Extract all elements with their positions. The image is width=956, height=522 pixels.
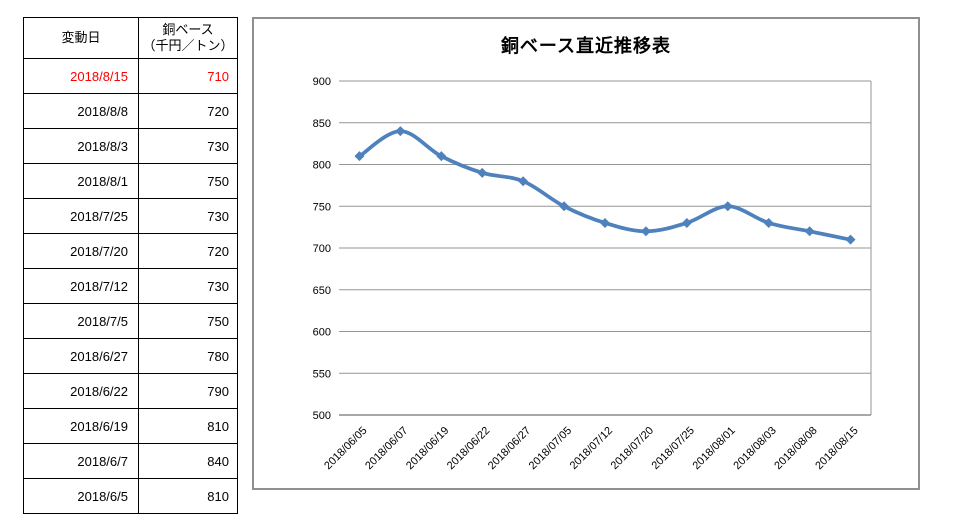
y-tick-label: 500 (313, 410, 331, 422)
x-tick-label: 2018/06/22 (445, 425, 492, 472)
data-point-marker[interactable] (640, 226, 651, 237)
header-cell-value[interactable]: 銅ベース （千円／トン） (138, 17, 238, 59)
x-tick-label: 2018/08/08 (772, 425, 819, 472)
table-row: 2018/6/27 780 (23, 338, 238, 374)
x-tick-label: 2018/06/19 (404, 425, 451, 472)
value-cell[interactable]: 750 (138, 163, 238, 199)
date-cell[interactable]: 2018/7/5 (23, 303, 139, 339)
x-tick-label: 2018/08/03 (731, 425, 778, 472)
table-row: 2018/6/22 790 (23, 373, 238, 409)
table-row: 2018/6/19 810 (23, 408, 238, 444)
date-cell[interactable]: 2018/8/3 (23, 128, 139, 164)
value-cell[interactable]: 720 (138, 233, 238, 269)
x-tick-label: 2018/07/12 (568, 425, 615, 472)
data-point-marker[interactable] (436, 151, 447, 162)
date-cell[interactable]: 2018/6/27 (23, 338, 139, 374)
date-cell[interactable]: 2018/8/1 (23, 163, 139, 199)
line-chart[interactable]: 9008508007507006506005505002018/06/05201… (254, 19, 922, 492)
x-tick-label: 2018/07/05 (527, 425, 574, 472)
date-cell[interactable]: 2018/6/19 (23, 408, 139, 444)
date-cell[interactable]: 2018/6/7 (23, 443, 139, 479)
data-point-marker[interactable] (477, 167, 488, 178)
y-tick-label: 550 (313, 368, 331, 380)
value-cell[interactable]: 750 (138, 303, 238, 339)
date-cell[interactable]: 2018/7/25 (23, 198, 139, 234)
data-point-marker[interactable] (845, 234, 856, 245)
value-cell[interactable]: 730 (138, 198, 238, 234)
value-cell[interactable]: 710 (138, 58, 238, 94)
table-row: 2018/7/12 730 (23, 268, 238, 304)
chart-container[interactable]: 銅ベース直近推移表 900 850 800 750 700 650 600 550 500 201… (252, 17, 920, 490)
date-cell[interactable]: 2018/6/5 (23, 478, 139, 514)
y-tick-label: 600 (313, 327, 331, 339)
price-table: 変動日 銅ベース （千円／トン） 2018/8/15 710 2018/8/8 … (23, 17, 238, 514)
data-point-marker[interactable] (354, 151, 365, 162)
table-header-row: 変動日 銅ベース （千円／トン） (23, 17, 238, 59)
x-tick-label: 2018/07/20 (609, 425, 656, 472)
header-value-line1: 銅ベース (162, 22, 214, 37)
header-cell-date[interactable]: 変動日 (23, 17, 139, 59)
date-cell[interactable]: 2018/6/22 (23, 373, 139, 409)
chart-title: 銅ベース直近推移表 (500, 36, 672, 56)
date-cell[interactable]: 2018/7/12 (23, 268, 139, 304)
data-point-marker[interactable] (804, 226, 815, 237)
y-tick-label: 900 (313, 76, 331, 88)
date-cell[interactable]: 2018/7/20 (23, 233, 139, 269)
table-row: 2018/6/5 810 (23, 478, 238, 514)
y-tick-label: 800 (313, 160, 331, 172)
table-row: 2018/8/1 750 (23, 163, 238, 199)
x-tick-label: 2018/08/01 (690, 425, 737, 472)
value-cell[interactable]: 780 (138, 338, 238, 374)
table-row: 2018/7/20 720 (23, 233, 238, 269)
value-cell[interactable]: 810 (138, 478, 238, 514)
y-tick-label: 650 (313, 285, 331, 297)
table-row: 2018/7/25 730 (23, 198, 238, 234)
data-point-marker[interactable] (681, 217, 692, 228)
value-cell[interactable]: 840 (138, 443, 238, 479)
y-tick-label: 750 (313, 201, 331, 213)
value-cell[interactable]: 730 (138, 268, 238, 304)
y-tick-label: 700 (313, 243, 331, 255)
table-row: 2018/7/5 750 (23, 303, 238, 339)
x-tick-label: 2018/06/05 (322, 425, 369, 472)
header-value-line2: （千円／トン） (142, 38, 234, 53)
x-tick-label: 2018/06/07 (363, 425, 410, 472)
data-point-marker[interactable] (722, 201, 733, 212)
data-point-marker[interactable] (395, 126, 406, 137)
data-point-marker[interactable] (763, 217, 774, 228)
x-tick-label: 2018/08/15 (813, 425, 860, 472)
data-point-marker[interactable] (518, 176, 529, 187)
data-point-marker[interactable] (600, 217, 610, 228)
value-cell[interactable]: 730 (138, 128, 238, 164)
x-tick-label: 2018/07/25 (650, 425, 697, 472)
value-cell[interactable]: 810 (138, 408, 238, 444)
table-row: 2018/6/7 840 (23, 443, 238, 479)
table-row: 2018/8/3 730 (23, 128, 238, 164)
y-tick-label: 850 (313, 118, 331, 130)
date-cell[interactable]: 2018/8/15 (23, 58, 139, 94)
x-tick-label: 2018/06/27 (486, 425, 533, 472)
date-cell[interactable]: 2018/8/8 (23, 93, 139, 129)
value-cell[interactable]: 790 (138, 373, 238, 409)
data-point-marker[interactable] (559, 201, 570, 212)
value-cell[interactable]: 720 (138, 93, 238, 129)
table-row: 2018/8/8 720 (23, 93, 238, 129)
table-row: 2018/8/15 710 (23, 58, 238, 94)
